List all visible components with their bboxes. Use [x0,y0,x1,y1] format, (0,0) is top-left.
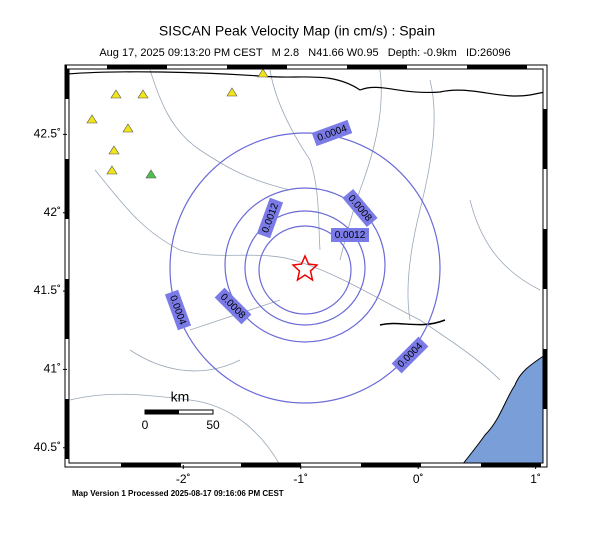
map-subtitle: Aug 17, 2025 09:13:20 PM CEST M 2.8 N41.… [99,47,510,59]
contour-label-box [391,336,429,374]
contour-label-box [256,197,284,239]
contours [169,132,441,404]
border [66,71,546,97]
contour-label-box [342,188,378,228]
rivers [69,69,541,466]
y-tick-label: 41.5˚ [34,283,61,297]
scale-unit: km [171,389,190,405]
contour-label-box [311,119,353,147]
frame-pattern [65,65,547,467]
stations [86,68,269,179]
x-tick-label: 0˚ [413,472,424,486]
contour-label: 0.0012 [331,228,369,242]
x-tick-label: -1˚ [293,472,308,486]
map-title: SISCAN Peak Velocity Map (in cm/s) : Spa… [159,23,435,39]
y-tick-label: 40.5˚ [34,440,61,454]
y-tick-label: 42.5˚ [34,127,61,141]
contour-label-box [164,289,192,331]
reservoir [379,319,446,326]
map-footer: Map Version 1 Processed 2025-08-17 09:16… [72,489,284,498]
x-tick-label: -2˚ [176,472,191,486]
scale-label: 50 [206,418,220,432]
scale-bar: km 0 50 [142,389,220,432]
sea [460,354,546,466]
contour-label-box [214,287,252,325]
land [67,67,545,465]
epicenter [291,254,319,282]
y-tick-label: 42˚ [44,205,61,219]
contour-label-box [331,228,369,242]
scale-label: 0 [142,418,149,432]
x-tick-label: 1˚ [530,472,541,486]
y-tick-label: 41˚ [44,362,61,376]
contour-label-text: 0.0012 [335,230,366,241]
